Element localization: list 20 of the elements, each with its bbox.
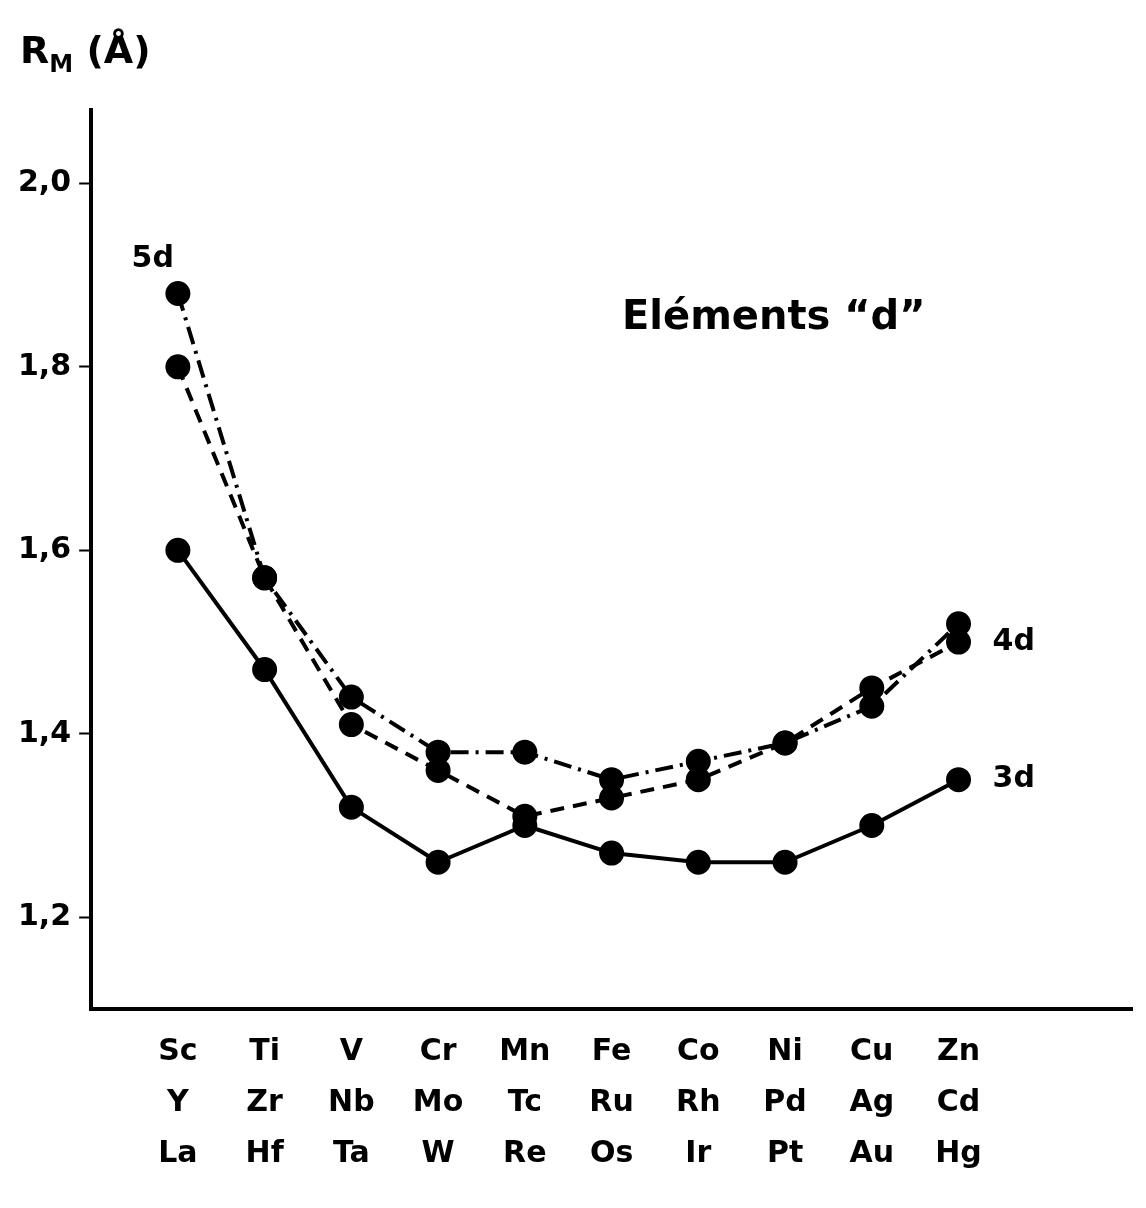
y-tick-label: 1,8 [17, 346, 72, 382]
x-tick-label: Ni Pd Pt [763, 1032, 807, 1170]
x-tick-label: Mn Tc Re [499, 1032, 551, 1170]
x-tick-label: Cr Mo W [412, 1032, 464, 1170]
y-tick-label: 1,6 [17, 530, 72, 566]
y-tick-label: 1,4 [17, 713, 72, 749]
x-tick-label: Zn Cd Hg [935, 1032, 982, 1170]
x-tick-label: Fe Ru Os [589, 1032, 634, 1170]
series-label: 5d [131, 239, 174, 275]
series-label: 4d [992, 621, 1035, 657]
y-tick-label: 1,2 [17, 897, 72, 933]
y-axis-title: R$_{M}$ (Å) [20, 28, 151, 78]
y-tick-label: 2,0 [17, 163, 72, 199]
x-tick-label: Ti Zr Hf [245, 1032, 285, 1170]
series-label: 3d [992, 759, 1035, 795]
x-tick-label: V Nb Ta [328, 1032, 375, 1170]
annotation: Eléments “d” [622, 292, 926, 338]
x-tick-label: Co Rh Ir [676, 1032, 721, 1170]
x-tick-label: Cu Ag Au [849, 1032, 895, 1170]
x-tick-label: Sc Y La [158, 1032, 198, 1170]
